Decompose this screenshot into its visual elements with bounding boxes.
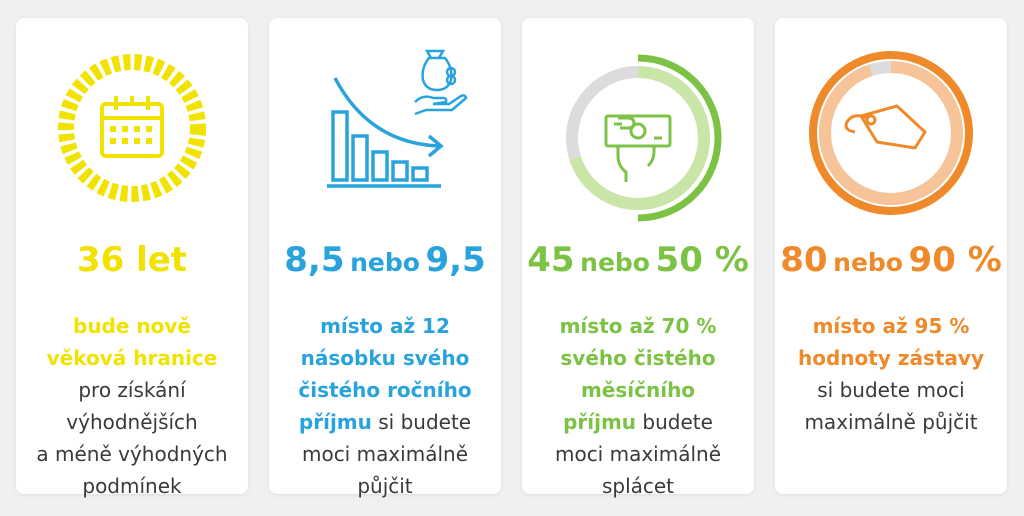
- desc-highlight: příjmu: [563, 410, 637, 434]
- desc-text: výhodnějších: [66, 410, 198, 434]
- collateral-donut: [809, 51, 973, 215]
- desc-text: si budete: [378, 410, 472, 434]
- bar: [391, 160, 409, 182]
- illustration-age: [16, 18, 248, 228]
- desc-text: a méně výhodných: [36, 442, 228, 466]
- headline-value-alt: 9,5: [425, 240, 486, 280]
- desc-text: moci maximálně: [301, 442, 469, 466]
- payment-donut: [554, 54, 722, 222]
- headline: 80 nebo 90 %: [775, 240, 1007, 280]
- desc-text: pro získání: [78, 378, 186, 402]
- donut-outer-arc: [554, 54, 722, 222]
- desc-highlight: čistého ročního: [298, 378, 472, 402]
- description: místo až 12 násobku svého čistého ročníh…: [269, 310, 501, 502]
- desc-text: splácet: [601, 474, 675, 498]
- headline-value-new: 8,5: [284, 240, 345, 280]
- desc-highlight: násobku svého: [300, 346, 470, 370]
- headline-value: 36 let: [76, 240, 188, 280]
- illustration-collateral: [775, 18, 1007, 228]
- price-tag-icon: [844, 104, 927, 150]
- calendar-icon: [100, 96, 164, 158]
- arrow-head: [427, 134, 444, 158]
- card-collateral: 80 nebo 90 % místo až 95 % hodnoty zásta…: [775, 18, 1007, 494]
- card-income-multiple: 8,5 nebo 9,5 místo až 12 násobku svého č…: [269, 18, 501, 498]
- headline-value-alt: 90 %: [908, 240, 1002, 280]
- headline: 45 nebo 50 %: [522, 240, 754, 280]
- card-monthly-payment: 45 nebo 50 % místo až 70 % svého čistého…: [522, 18, 754, 498]
- donut-segment: [566, 66, 710, 210]
- desc-highlight: svého čistého: [560, 346, 716, 370]
- headline-value-new: 80: [780, 240, 828, 280]
- desc-text: podmínek: [82, 474, 182, 498]
- calendar-illustration: [58, 54, 206, 202]
- desc-highlight: místo až 12: [320, 314, 450, 338]
- desc-highlight: místo až 70 %: [559, 314, 717, 338]
- desc-text: moci maximálně: [554, 442, 722, 466]
- desc-text: maximálně půjčit: [804, 410, 978, 434]
- bar: [371, 150, 389, 182]
- bar: [351, 134, 369, 182]
- headline: 36 let: [16, 240, 248, 280]
- description: bude nově věková hranice pro získání výh…: [16, 310, 248, 502]
- bar: [331, 110, 349, 182]
- card-age-limit: 36 let bude nově věková hranice pro získ…: [16, 18, 248, 498]
- desc-highlight: hodnoty zástavy: [797, 346, 984, 370]
- donut-segment: [819, 61, 963, 205]
- desc-text: si budete moci: [817, 378, 965, 402]
- desc-highlight: příjmu: [298, 410, 372, 434]
- trend-curve: [333, 77, 440, 148]
- headline-or: nebo: [580, 248, 650, 277]
- money-bag-hand-icon: [414, 49, 468, 116]
- dashed-ring: [58, 54, 206, 202]
- illustration-payment: [522, 18, 754, 228]
- desc-highlight: bude nově: [73, 314, 191, 338]
- headline-value-new: 45: [527, 240, 575, 280]
- bar: [411, 166, 429, 182]
- donut-outer-ring: [809, 51, 973, 215]
- hand-with-money-icon: [604, 114, 672, 182]
- desc-highlight: místo až 95 %: [812, 314, 970, 338]
- headline: 8,5 nebo 9,5: [269, 240, 501, 280]
- headline-or: nebo: [350, 248, 420, 277]
- description: místo až 95 % hodnoty zástavy si budete …: [775, 310, 1007, 438]
- desc-highlight: věková hranice: [46, 346, 218, 370]
- illustration-income: [269, 18, 501, 228]
- declining-bar-chart-icon: [327, 49, 468, 188]
- headline-or: nebo: [833, 248, 903, 277]
- desc-text: půjčit: [357, 474, 413, 498]
- description: místo až 70 % svého čistého měsíčního př…: [522, 310, 754, 502]
- headline-value-alt: 50 %: [655, 240, 749, 280]
- desc-highlight: měsíčního: [580, 378, 696, 402]
- desc-text: budete: [642, 410, 713, 434]
